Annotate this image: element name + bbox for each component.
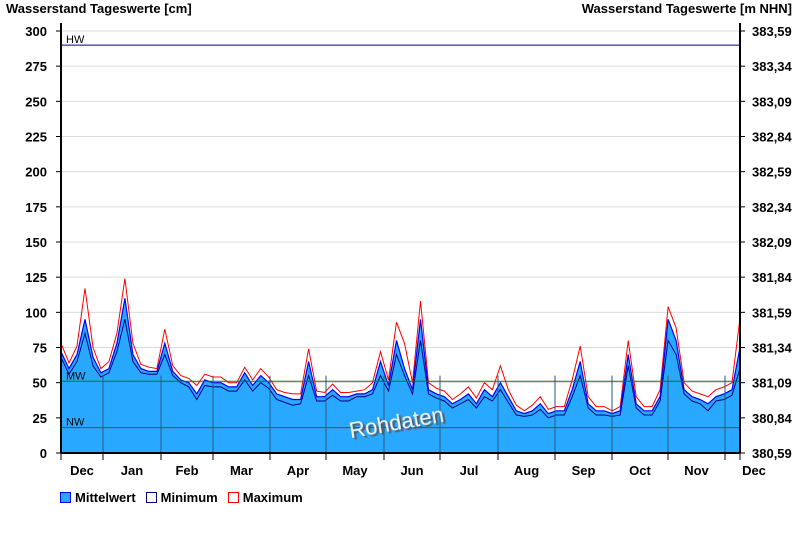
legend-label: Mittelwert xyxy=(75,490,136,505)
x-tick-label: Dec xyxy=(70,463,94,478)
legend-item-minimum: Minimum xyxy=(145,490,218,505)
legend-item-maximum: Maximum xyxy=(227,490,303,505)
x-tick-label: Jul xyxy=(460,463,479,478)
series-maximum-line xyxy=(60,278,741,412)
x-tick-label: Mar xyxy=(230,463,253,478)
legend: Mittelwert Minimum Maximum xyxy=(60,490,303,505)
reference-label-mw: MW xyxy=(66,370,86,382)
y-tick-label: 225 xyxy=(25,130,47,145)
legend-swatch-maximum xyxy=(227,492,239,503)
series-mittelwert-line xyxy=(60,298,741,415)
reference-label-nw: NW xyxy=(66,417,85,429)
x-tick-label: May xyxy=(342,463,368,478)
y-tick-label-right: 380,84 xyxy=(752,411,793,426)
y-tick-label: 50 xyxy=(33,376,47,391)
y-tick-label: 175 xyxy=(25,200,47,215)
series-mittelwert-area xyxy=(61,298,740,453)
x-tick-label: Apr xyxy=(287,463,309,478)
y-tick-label-right: 381,34 xyxy=(752,341,793,356)
y-tick-label: 125 xyxy=(25,270,47,285)
legend-swatch-mittelwert xyxy=(60,492,71,503)
y-tick-label-right: 383,59 xyxy=(752,24,792,39)
y-tick-label: 0 xyxy=(40,446,47,461)
right-axis-title: Wasserstand Tageswerte [m NHN] xyxy=(581,1,792,16)
y-tick-label: 200 xyxy=(25,165,47,180)
y-tick-label: 300 xyxy=(25,24,47,39)
y-tick-label-right: 382,84 xyxy=(752,130,793,145)
y-tick-label-right: 382,59 xyxy=(752,165,792,180)
x-tick-label: Jun xyxy=(400,463,423,478)
x-tick-label: Aug xyxy=(514,463,539,478)
x-tick-label: Dec xyxy=(742,463,766,478)
x-tick-label: Feb xyxy=(175,463,198,478)
left-axis-title: Wasserstand Tageswerte [cm] xyxy=(6,1,192,16)
x-tick-label: Sep xyxy=(572,463,596,478)
y-tick-label-right: 382,34 xyxy=(752,200,793,215)
y-tick-label-right: 383,09 xyxy=(752,94,792,109)
y-tick-label-right: 383,34 xyxy=(752,59,793,74)
y-tick-label-right: 381,59 xyxy=(752,305,792,320)
y-tick-label-right: 382,09 xyxy=(752,235,792,250)
x-tick-label: Nov xyxy=(684,463,709,478)
y-tick-label: 150 xyxy=(25,235,47,250)
legend-label: Maximum xyxy=(242,490,303,505)
x-tick-label: Jan xyxy=(121,463,143,478)
y-tick-label-right: 381,84 xyxy=(752,270,793,285)
y-tick-label: 75 xyxy=(33,341,47,356)
y-tick-label: 250 xyxy=(25,94,47,109)
legend-swatch-minimum xyxy=(145,492,157,503)
y-tick-label: 25 xyxy=(33,411,47,426)
y-tick-label: 275 xyxy=(25,59,47,74)
y-tick-label: 100 xyxy=(25,305,47,320)
reference-label-hw: HW xyxy=(66,34,85,46)
legend-item-mittelwert: Mittelwert xyxy=(60,490,136,505)
x-tick-label: Oct xyxy=(629,463,651,478)
y-tick-label-right: 380,59 xyxy=(752,446,792,461)
legend-label: Minimum xyxy=(160,490,218,505)
y-tick-label-right: 381,09 xyxy=(752,376,792,391)
series-minimum-line xyxy=(60,319,741,419)
